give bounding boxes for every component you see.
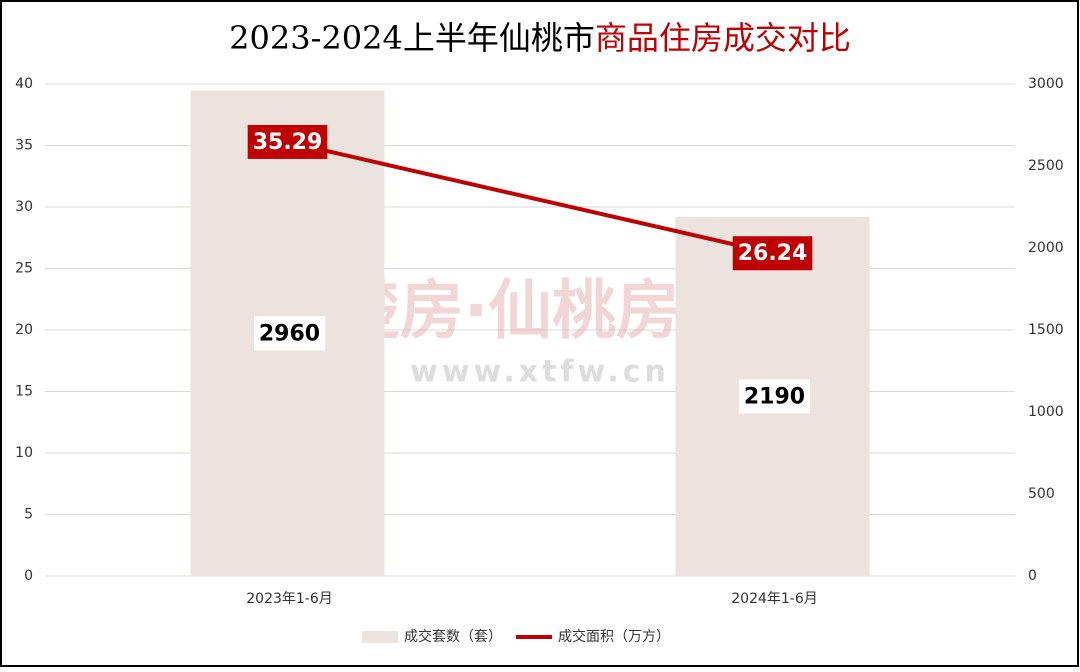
line bbox=[287, 139, 773, 256]
legend-label: 成交套数（套） bbox=[404, 628, 502, 645]
data-label: 2190 bbox=[738, 379, 811, 414]
y-tick-label: 10 bbox=[15, 445, 33, 461]
y-tick-label: 35 bbox=[15, 138, 33, 154]
title-part: 2023-2024上半年仙桃市 bbox=[229, 19, 595, 57]
y2-tick-label: 2500 bbox=[1028, 158, 1064, 174]
y-tick-label: 40 bbox=[15, 76, 33, 92]
x-tick-label: 2024年1-6月 bbox=[731, 591, 818, 607]
data-label-box bbox=[247, 124, 328, 159]
data-label: 2960 bbox=[253, 316, 326, 351]
x-tick-label: 2023年1-6月 bbox=[246, 591, 333, 607]
data-label-text: 2190 bbox=[744, 384, 805, 409]
data-label-box bbox=[738, 379, 811, 414]
data-label-text: 2960 bbox=[259, 321, 320, 346]
y-tick-label: 15 bbox=[15, 384, 33, 400]
watermark: www.xtfw.cn bbox=[410, 355, 670, 390]
chart-title: 2023-2024上半年仙桃市商品住房成交对比 bbox=[229, 19, 851, 57]
y2-tick-label: 1000 bbox=[1028, 404, 1064, 420]
y2-tick-label: 3000 bbox=[1028, 76, 1064, 92]
data-label-text: 26.24 bbox=[738, 241, 808, 266]
y2-tick-label: 1500 bbox=[1028, 322, 1064, 338]
data-label-box bbox=[732, 236, 813, 271]
y2-tick-label: 0 bbox=[1028, 568, 1037, 584]
title-part: 商品住房成交对比 bbox=[595, 19, 851, 57]
y-tick-label: 5 bbox=[24, 507, 33, 523]
data-label: 26.24 bbox=[732, 236, 813, 271]
y2-tick-label: 500 bbox=[1028, 486, 1055, 502]
y-tick-label: 30 bbox=[15, 199, 33, 215]
data-label: 35.29 bbox=[247, 124, 328, 159]
y-tick-label: 20 bbox=[15, 322, 33, 338]
legend-label: 成交面积（万方） bbox=[558, 628, 670, 645]
y2-tick-label: 2000 bbox=[1028, 240, 1064, 256]
y-tick-label: 0 bbox=[24, 568, 33, 584]
data-label-box bbox=[253, 316, 326, 351]
y-tick-label: 25 bbox=[15, 261, 33, 277]
data-label-text: 35.29 bbox=[253, 130, 323, 155]
legend-swatch bbox=[362, 631, 398, 643]
